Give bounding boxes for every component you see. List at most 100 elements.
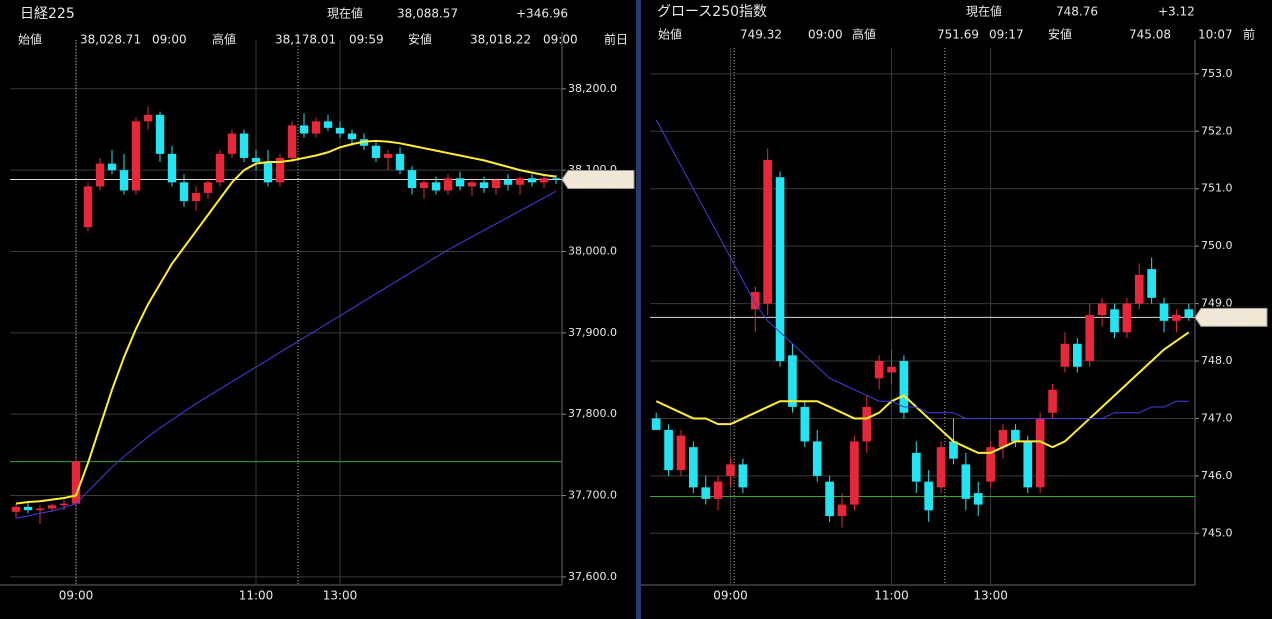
candle-body (227, 133, 237, 154)
candle-body (59, 503, 69, 506)
header-prev-label: 前日 (604, 32, 628, 47)
candle-body (287, 125, 297, 158)
candle-body (203, 182, 213, 193)
y-tick-label: 748.0 (1201, 354, 1233, 367)
candle-body (179, 182, 189, 202)
candle-body (713, 481, 723, 499)
candle-body (738, 464, 748, 488)
candle-body (1048, 389, 1057, 413)
candle-body (299, 125, 309, 134)
candle-body (467, 182, 477, 187)
header-low-label: 安値 (1048, 27, 1072, 42)
candle-body (651, 418, 661, 430)
x-tick-label: 11:00 (874, 589, 909, 603)
candle-body (191, 192, 201, 202)
y-tick-label: 747.0 (1201, 411, 1233, 424)
y-tick-label: 37,800.0 (568, 407, 617, 420)
header-current: 748.76 (1056, 5, 1098, 19)
candle-body (95, 163, 105, 187)
candle-body (961, 464, 971, 499)
header-high-label: 高値 (212, 32, 236, 47)
header-open-time: 09:00 (808, 28, 843, 42)
chart-panel: グロース250指数 現在値 748.76 +3.12 始値 749.32 09:00 高値 75… (641, 0, 1272, 619)
candle-body (479, 182, 489, 189)
candle-body (1072, 343, 1082, 367)
moving-average-line (655, 119, 1189, 419)
candle-body (1110, 309, 1119, 333)
candle-body (263, 162, 273, 183)
candle-body (862, 406, 872, 442)
header-prev-label: 前 (1243, 27, 1255, 42)
candle-body (998, 429, 1008, 448)
candle-body (35, 508, 45, 511)
candle-body (689, 447, 698, 488)
candle-body (924, 481, 934, 511)
candle-body (763, 159, 773, 304)
y-tick-label: 37,700.0 (568, 489, 617, 502)
y-tick-label: 38,000.0 (568, 244, 617, 257)
y-tick-label: 745.0 (1201, 526, 1233, 539)
candle-body (949, 441, 958, 459)
candle-body (11, 506, 21, 512)
candle-body (23, 506, 33, 511)
candle-body (383, 153, 393, 158)
candle-body (83, 186, 93, 228)
candle-body (323, 121, 333, 128)
y-tick-label: 746.0 (1201, 469, 1233, 482)
candle-body (539, 178, 549, 183)
header-current: 38,088.57 (397, 7, 458, 21)
x-tick-label: 09:00 (59, 589, 94, 603)
header-low-time: 10:07 (1198, 28, 1233, 42)
candle-body (1035, 418, 1045, 488)
candle-body (837, 504, 847, 517)
price-box-label: 38,088.57 (571, 173, 632, 187)
candle-body (119, 170, 129, 191)
candle-body (515, 178, 525, 185)
moving-average-line (15, 190, 557, 519)
candle-body (1011, 429, 1020, 442)
candle-body (1085, 315, 1095, 362)
candle-body (551, 178, 561, 180)
y-tick-label: 37,600.0 (568, 570, 617, 583)
x-tick-label: 09:00 (713, 589, 748, 603)
candle-body (1184, 309, 1194, 318)
candle-body (850, 441, 859, 505)
candle-body (371, 145, 381, 158)
candle-body (143, 114, 153, 122)
candle-body (527, 178, 537, 183)
candle-body (973, 493, 983, 505)
candle-body (788, 355, 797, 407)
candle-body (275, 157, 285, 183)
candle-body (131, 121, 141, 191)
candle-body (107, 163, 117, 171)
y-tick-label: 37,900.0 (568, 326, 617, 339)
candle-body (936, 447, 946, 488)
header-open: 38,028.71 (80, 33, 141, 47)
candle-body (726, 464, 735, 476)
header-low-time: 09:00 (543, 33, 578, 47)
candle-body (395, 153, 405, 171)
candle-body (503, 179, 513, 185)
header-change: +346.96 (516, 7, 568, 21)
header-open-time: 09:00 (152, 33, 187, 47)
x-tick-label: 11:00 (239, 589, 274, 603)
candle-body (701, 487, 711, 499)
header-high: 38,178.01 (275, 33, 336, 47)
header-open: 749.32 (740, 28, 782, 42)
candle-body (155, 114, 165, 154)
candle-body (899, 361, 909, 413)
candle-body (800, 406, 810, 442)
x-tick-label: 13:00 (323, 589, 358, 603)
candle-body (986, 447, 995, 482)
candle-body (335, 127, 345, 134)
candle-body (311, 121, 321, 134)
y-tick-label: 753.0 (1201, 67, 1233, 80)
header-high-time: 09:59 (349, 33, 384, 47)
x-tick-label: 13:00 (973, 589, 1008, 603)
panel-separator (636, 0, 641, 619)
y-tick-label: 38,200.0 (568, 82, 617, 95)
header-open-label: 始値 (18, 32, 42, 47)
candle-body (47, 505, 57, 509)
header-current-label: 現在値 (327, 6, 363, 21)
